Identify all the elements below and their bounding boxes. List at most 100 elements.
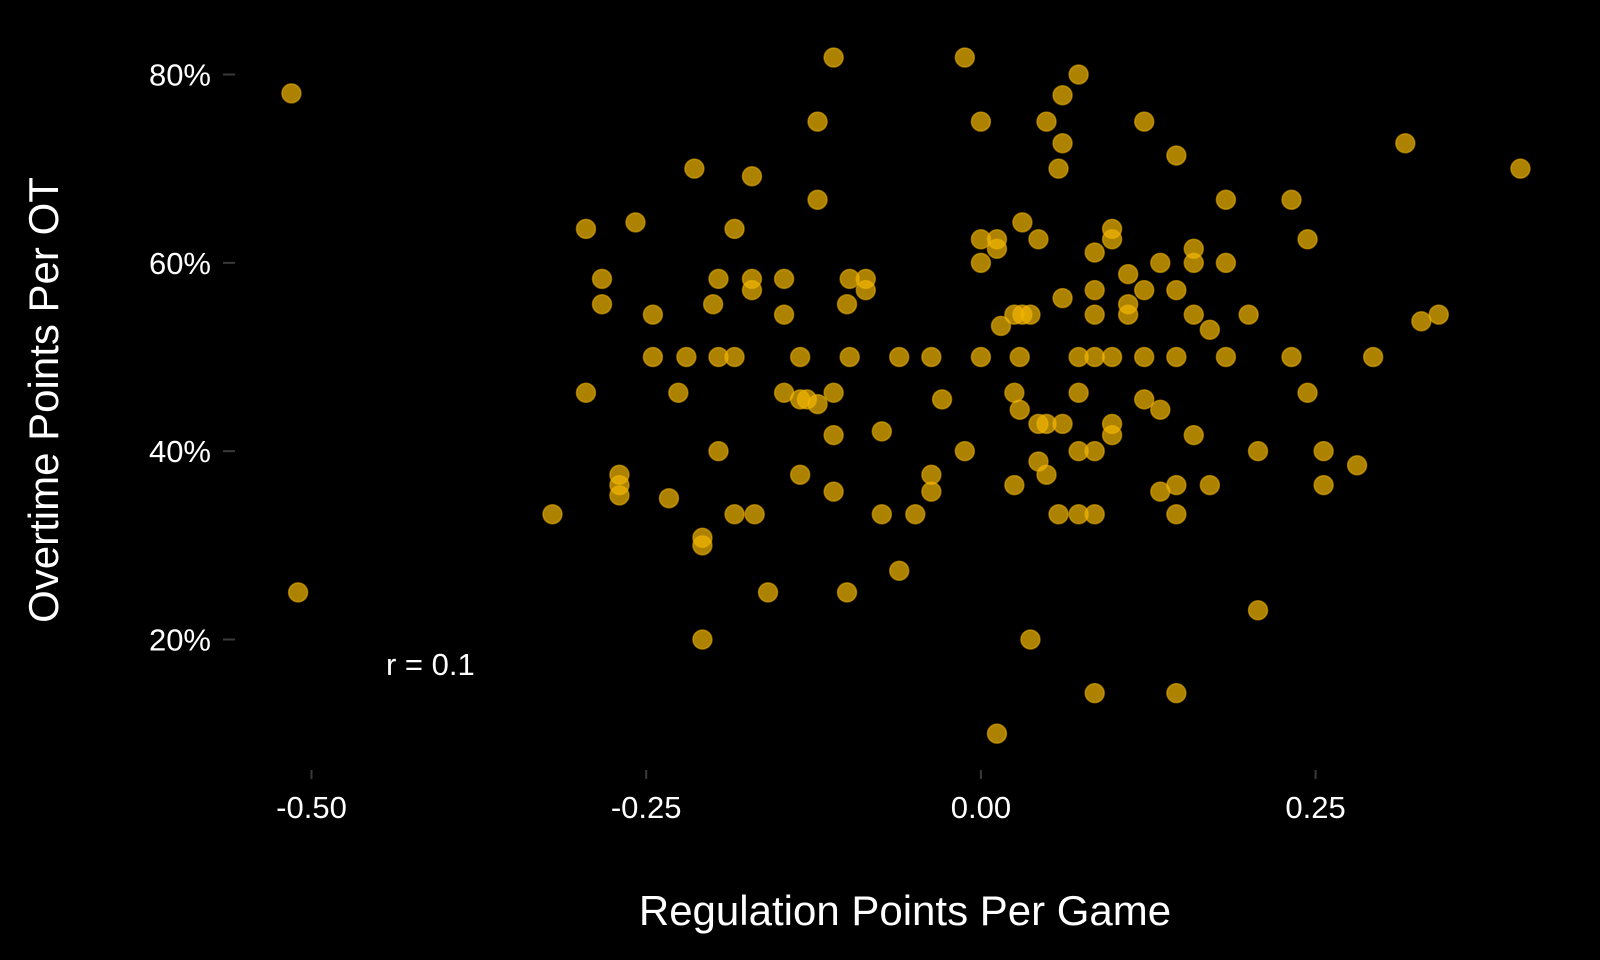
y-tick-label: 40% xyxy=(149,434,211,469)
scatter-point xyxy=(281,83,302,104)
x-tick-label: -0.50 xyxy=(276,790,347,825)
scatter-point xyxy=(724,218,745,240)
scatter-point xyxy=(625,212,646,233)
scatter-point xyxy=(807,111,828,132)
y-tick-label: 60% xyxy=(149,246,211,281)
scatter-point xyxy=(1133,346,1155,368)
scatter-point xyxy=(575,218,597,240)
y-tick-label: 20% xyxy=(149,623,211,658)
scatter-point xyxy=(954,440,976,462)
scatter-point xyxy=(921,346,942,368)
scatter-point xyxy=(1150,399,1171,420)
scatter-point xyxy=(1101,424,1123,446)
scatter-point xyxy=(986,723,1008,744)
scatter-point xyxy=(1133,111,1155,132)
scatter-point xyxy=(542,504,563,525)
scatter-point xyxy=(702,294,724,315)
scatter-point xyxy=(921,464,942,485)
scatter-point xyxy=(724,346,745,368)
scatter-point xyxy=(1215,189,1237,210)
scatter-point xyxy=(1101,346,1123,368)
y-axis-title: Overtime Points Per OT xyxy=(20,177,67,623)
scatter-point xyxy=(773,268,795,290)
scatter-point xyxy=(1166,474,1187,496)
scatter-point xyxy=(1281,189,1302,210)
scatter-point xyxy=(1428,304,1450,325)
scatter-point xyxy=(708,440,729,462)
scatter-point xyxy=(1084,504,1105,525)
scatter-point xyxy=(1052,413,1073,435)
x-tick-label: -0.25 xyxy=(611,790,682,825)
scatter-point xyxy=(1133,389,1155,410)
scatter-point xyxy=(823,47,844,68)
scatter-point xyxy=(888,560,910,582)
scatter-point xyxy=(807,393,828,415)
scatter-point xyxy=(1247,600,1269,621)
scatter-point xyxy=(921,481,942,502)
scatter-point xyxy=(970,111,992,132)
scatter-point xyxy=(1004,474,1025,496)
scatter-point xyxy=(692,535,713,556)
scatter-point xyxy=(724,504,745,525)
scatter-point xyxy=(1068,382,1089,404)
scatter-point xyxy=(1362,346,1384,368)
scatter-point xyxy=(692,629,713,650)
scatter-point xyxy=(1166,279,1187,301)
scatter-point xyxy=(1166,145,1187,166)
scatter-point xyxy=(1247,440,1269,462)
scatter-point xyxy=(1297,229,1318,250)
scatter-point xyxy=(1084,440,1105,462)
scatter-point xyxy=(954,47,976,68)
scatter-point xyxy=(1084,346,1105,368)
scatter-point xyxy=(1150,252,1171,274)
scatter-point xyxy=(684,158,705,179)
scatter-point xyxy=(1199,319,1221,340)
scatter-point xyxy=(1084,304,1105,325)
scatter-point xyxy=(1346,455,1368,476)
scatter-point xyxy=(575,382,597,404)
scatter-point xyxy=(642,304,664,325)
scatter-point xyxy=(836,294,858,315)
scatter-point xyxy=(757,582,779,603)
scatter-point xyxy=(642,346,664,368)
scatter-point xyxy=(1183,424,1205,446)
scatter-point xyxy=(1166,682,1187,704)
scatter-point xyxy=(1215,252,1237,274)
scatter-point xyxy=(1215,346,1237,368)
scatter-point xyxy=(1048,504,1069,525)
scatter-point xyxy=(1028,229,1049,250)
scatter-point xyxy=(905,504,926,525)
scatter-point xyxy=(1166,504,1187,525)
scatter-point xyxy=(1183,252,1205,274)
scatter-point xyxy=(658,488,680,509)
scatter-point xyxy=(855,279,877,301)
scatter-point xyxy=(1117,263,1139,285)
scatter-point xyxy=(1036,111,1057,132)
scatter-point xyxy=(871,421,893,442)
scatter-point xyxy=(970,252,992,274)
scatter-point xyxy=(1004,382,1025,404)
correlation-annotation: r = 0.1 xyxy=(386,647,475,682)
scatter-point xyxy=(823,424,844,446)
scatter-point xyxy=(1084,682,1105,704)
scatter-point xyxy=(1009,346,1030,368)
scatter-point xyxy=(1068,64,1089,85)
scatter-point xyxy=(986,238,1008,259)
scatter-point xyxy=(931,389,953,410)
scatter-point xyxy=(591,294,613,315)
scatter-point xyxy=(708,268,729,290)
scatter-point xyxy=(1183,304,1205,325)
scatter-point xyxy=(990,315,1012,337)
scatter-point xyxy=(1313,474,1334,496)
y-axis: 20% 40% 60% 80% xyxy=(149,58,235,658)
scatter-point xyxy=(871,504,893,525)
x-tick-label: 0.00 xyxy=(951,790,1011,825)
scatter-point xyxy=(1281,346,1302,368)
scatter-point xyxy=(741,165,763,187)
scatter-point xyxy=(1084,279,1105,301)
scatter-point xyxy=(676,346,697,368)
scatter-point xyxy=(823,481,844,502)
scatter-point xyxy=(1101,229,1123,250)
scatter-point xyxy=(1052,287,1073,309)
scatter-point xyxy=(668,382,689,404)
